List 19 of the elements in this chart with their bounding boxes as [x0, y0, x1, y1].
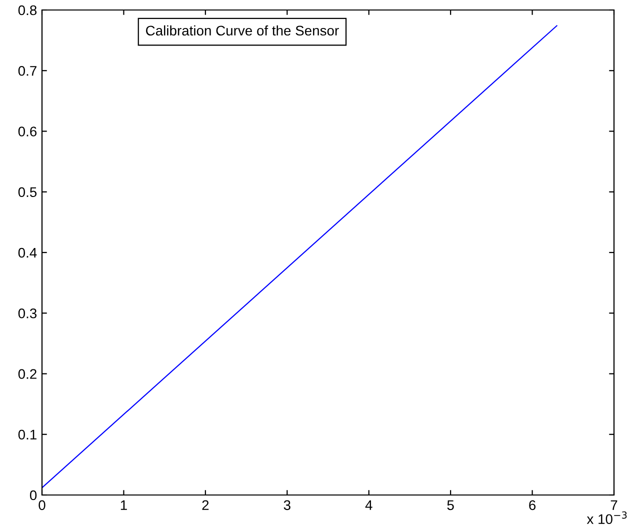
x-tick-label: 4: [365, 500, 372, 510]
y-tick-label: 0: [30, 490, 37, 500]
x-tick-label: 5: [447, 500, 454, 510]
y-tick-label: 0.7: [18, 66, 36, 76]
x-tick-label: 2: [202, 500, 209, 510]
y-tick-label: 0.2: [18, 369, 36, 379]
y-tick-label: 0.6: [18, 126, 37, 136]
y-tick-label: 0.5: [18, 187, 37, 198]
text: x 10$^{−3}$: [586, 511, 627, 524]
x-tick-label: 7: [610, 500, 618, 510]
y-tick-label: 0.4: [18, 248, 37, 258]
x-tick-label: 1: [120, 500, 127, 510]
y-tick-label: 0.3: [18, 308, 37, 318]
y-tick-label: 0.8: [18, 5, 37, 16]
x-tick-label: 6: [529, 500, 536, 510]
x-tick-label: 3: [284, 500, 290, 510]
x-tick-label: 0: [38, 500, 46, 510]
y-tick-label: 0.1: [18, 430, 36, 440]
annotation: Calibration Curve of the Sensor: [146, 25, 339, 36]
